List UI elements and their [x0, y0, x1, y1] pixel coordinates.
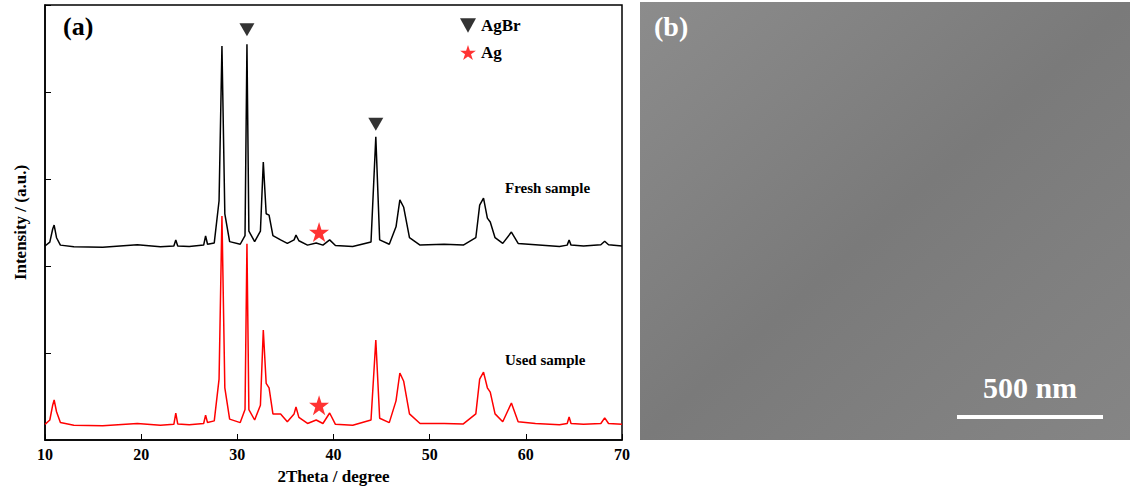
- svg-text:Fresh sample: Fresh sample: [505, 180, 590, 196]
- svg-text:500 nm: 500 nm: [983, 371, 1077, 404]
- svg-text:50: 50: [422, 446, 438, 463]
- svg-text:(a): (a): [63, 12, 93, 41]
- svg-text:Intensity / (a.u.): Intensity / (a.u.): [11, 165, 30, 280]
- svg-text:2Theta / degree: 2Theta / degree: [277, 467, 390, 486]
- svg-text:AgBr: AgBr: [481, 16, 521, 35]
- svg-text:40: 40: [326, 446, 342, 463]
- svg-text:10: 10: [37, 446, 53, 463]
- svg-text:(b): (b): [654, 11, 688, 42]
- svg-text:Used sample: Used sample: [505, 352, 586, 368]
- svg-text:60: 60: [518, 446, 534, 463]
- svg-text:Ag: Ag: [481, 43, 502, 62]
- svg-text:30: 30: [229, 446, 245, 463]
- svg-text:20: 20: [133, 446, 149, 463]
- svg-text:70: 70: [614, 446, 630, 463]
